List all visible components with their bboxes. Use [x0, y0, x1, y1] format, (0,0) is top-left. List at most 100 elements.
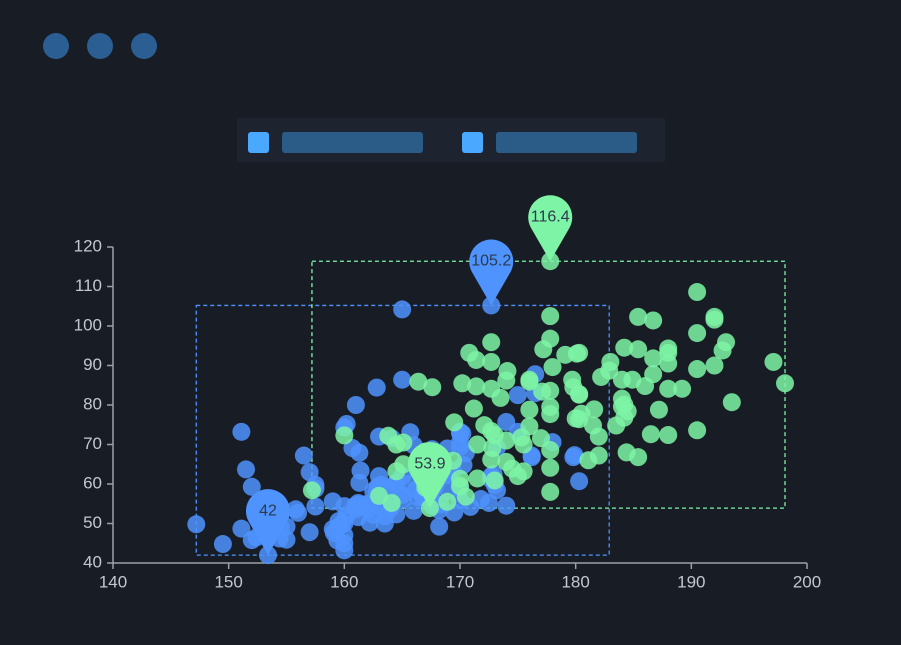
scatter-point	[570, 472, 589, 491]
scatter-point	[764, 352, 783, 371]
plot: 40 50 60 70 80 90 100 110 120 140 150 160 170 180 190 2…	[74, 195, 821, 591]
scatter-point	[232, 422, 251, 441]
scatter-point	[556, 345, 575, 364]
y-tick-label: 120	[74, 236, 102, 255]
scatter-point	[688, 324, 707, 343]
scatter-point	[570, 343, 589, 362]
scatter-point	[570, 410, 589, 429]
y-tick-label: 80	[83, 394, 102, 413]
scatter-point	[289, 503, 308, 522]
x-tick-label: 180	[561, 572, 589, 591]
scatter-point	[323, 492, 342, 511]
scatter-point	[467, 377, 486, 396]
scatter-point	[232, 519, 251, 538]
scatter-point	[464, 399, 483, 418]
y-tick-label: 50	[83, 513, 102, 532]
scatter-point	[468, 435, 487, 454]
scatter-point	[370, 486, 389, 505]
scatter-point	[497, 496, 516, 515]
scatter-point	[722, 393, 741, 412]
scatter-point	[531, 429, 550, 448]
scatter-point	[445, 413, 464, 432]
scatter-point	[514, 435, 533, 454]
scatter-point	[629, 340, 648, 359]
scatter-point	[485, 471, 504, 490]
x-tick-label: 150	[214, 572, 242, 591]
marker-pin	[469, 239, 514, 306]
scatter-point	[475, 416, 494, 435]
scatter-point	[404, 501, 423, 520]
marker-pin	[407, 442, 452, 509]
scatter-point	[498, 362, 517, 381]
scatter-point	[579, 451, 598, 470]
scatter-point	[508, 386, 527, 405]
y-tick-label: 60	[83, 473, 102, 492]
legend-swatch[interactable]	[462, 132, 483, 153]
legend-swatch[interactable]	[248, 132, 269, 153]
scatter-point	[541, 482, 560, 501]
window-dot	[87, 33, 113, 59]
scatter-point	[302, 481, 321, 500]
scatter-point	[482, 379, 501, 398]
scatter-point	[409, 372, 428, 391]
scatter-point	[589, 427, 608, 446]
scatter-point	[629, 448, 648, 467]
scatter-point	[367, 378, 386, 397]
scatter-point	[471, 490, 490, 509]
scatter-point	[360, 513, 379, 532]
marker-label: 105.2	[471, 253, 511, 270]
scatter-point	[563, 370, 582, 389]
scatter-point	[564, 448, 583, 467]
scatter-point	[187, 515, 206, 534]
scatter-point	[394, 455, 413, 474]
scatter-point	[300, 523, 319, 542]
legend-placeholder	[496, 132, 637, 153]
x-tick-label: 190	[677, 572, 705, 591]
scatter-point	[615, 408, 634, 427]
scatter-point	[541, 307, 560, 326]
scatter-point	[482, 352, 501, 371]
marker-label: 53.9	[414, 455, 445, 472]
window-dot	[43, 33, 69, 59]
scatter-point	[346, 396, 365, 414]
scatter-point	[393, 300, 412, 319]
scatter-point	[659, 426, 678, 445]
y-tick-label: 70	[83, 434, 102, 453]
y-tick-label: 40	[83, 552, 102, 571]
scatter-point	[541, 397, 560, 416]
legend	[237, 118, 665, 162]
scatter-point	[456, 487, 475, 506]
scatter-point	[629, 307, 648, 326]
scatter-point	[423, 378, 442, 397]
scatter-point	[503, 459, 522, 478]
y-tick-label: 100	[74, 315, 102, 334]
scatter-point	[644, 349, 663, 368]
scatter-point	[520, 370, 539, 389]
scatter-point	[483, 439, 502, 458]
scatter-point	[615, 395, 634, 414]
scatter-point	[601, 352, 620, 371]
scatter-point	[438, 492, 457, 511]
marker-label: 116.4	[531, 208, 570, 225]
scatter-point	[641, 425, 660, 444]
scatter-point	[520, 417, 539, 436]
scatter-point	[460, 343, 479, 362]
scatter-point	[541, 458, 560, 477]
scatter-point	[468, 469, 487, 488]
scatter-point	[649, 400, 668, 419]
marker-pin	[245, 489, 290, 556]
x-tick-label: 170	[446, 572, 474, 591]
scatter-point	[213, 535, 232, 554]
scatter-point	[659, 339, 678, 358]
x-tick-label: 160	[330, 572, 358, 591]
scatter-point	[592, 367, 611, 386]
y-tick-label: 90	[83, 355, 102, 374]
scatter-point	[237, 460, 256, 479]
scatter-point	[717, 333, 736, 352]
scatter-point	[393, 370, 412, 389]
scatter-point	[294, 446, 313, 465]
scatter-point	[533, 382, 552, 401]
scatter-point	[644, 311, 663, 330]
scatter-point	[776, 374, 795, 393]
